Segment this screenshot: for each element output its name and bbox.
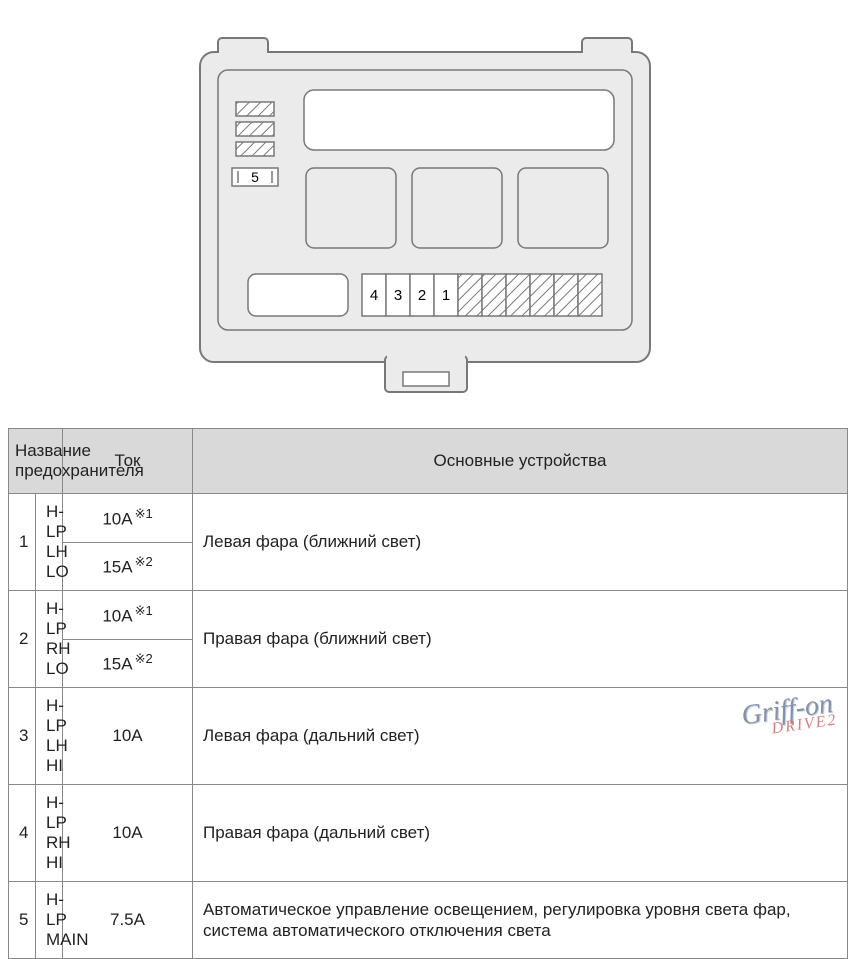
cell-name: H-LP LH LO [36, 494, 63, 591]
table-header-row: Название предохранителя Ток Основные уст… [9, 429, 848, 494]
cell-amp: 15A※2 [63, 639, 193, 688]
cell-num: 3 [9, 688, 36, 785]
cell-amp: 15A※2 [63, 542, 193, 591]
cell-desc: Левая фара (ближний свет) [193, 494, 848, 591]
amp-note: ※1 [135, 603, 153, 618]
cell-num: 1 [9, 494, 36, 591]
amp-note: ※1 [135, 506, 153, 521]
cell-name: H-LP RH LO [36, 591, 63, 688]
cell-amp: 10A [63, 688, 193, 785]
table-row: 2H-LP RH LO10A※1Правая фара (ближний све… [9, 591, 848, 640]
svg-text:3: 3 [394, 287, 402, 304]
cell-name: H-LP MAIN [36, 882, 63, 959]
fusebox-diagram: 5 4321 [0, 0, 856, 420]
cell-name: H-LP RH HI [36, 785, 63, 882]
cell-amp: 10A※1 [63, 591, 193, 640]
fuse-table: Название предохранителя Ток Основные уст… [8, 428, 848, 959]
svg-text:4: 4 [370, 287, 378, 304]
svg-text:1: 1 [442, 287, 450, 304]
diagram-svg: 5 4321 [0, 0, 856, 420]
col-header-name: Название предохранителя [9, 429, 63, 494]
cell-amp: 10A [63, 785, 193, 882]
cell-desc: Правая фара (дальний свет) [193, 785, 848, 882]
table-row: 3H-LP LH HI10AЛевая фара (дальний свет) [9, 688, 848, 785]
svg-text:2: 2 [418, 287, 426, 304]
cell-num: 4 [9, 785, 36, 882]
cell-num: 2 [9, 591, 36, 688]
col-header-desc: Основные устройства [193, 429, 848, 494]
table-row: 1H-LP LH LO10A※1Левая фара (ближний свет… [9, 494, 848, 543]
cell-desc: Правая фара (ближний свет) [193, 591, 848, 688]
cell-desc: Автоматическое управление освещением, ре… [193, 882, 848, 959]
cell-name: H-LP LH HI [36, 688, 63, 785]
table-row: 5H-LP MAIN7.5AАвтоматическое управление … [9, 882, 848, 959]
amp-note: ※2 [135, 651, 153, 666]
svg-text:5: 5 [251, 169, 259, 185]
table-row: 4H-LP RH HI10AПравая фара (дальний свет) [9, 785, 848, 882]
amp-note: ※2 [135, 554, 153, 569]
cell-desc: Левая фара (дальний свет) [193, 688, 848, 785]
cell-amp: 10A※1 [63, 494, 193, 543]
cell-amp: 7.5A [63, 882, 193, 959]
cell-num: 5 [9, 882, 36, 959]
